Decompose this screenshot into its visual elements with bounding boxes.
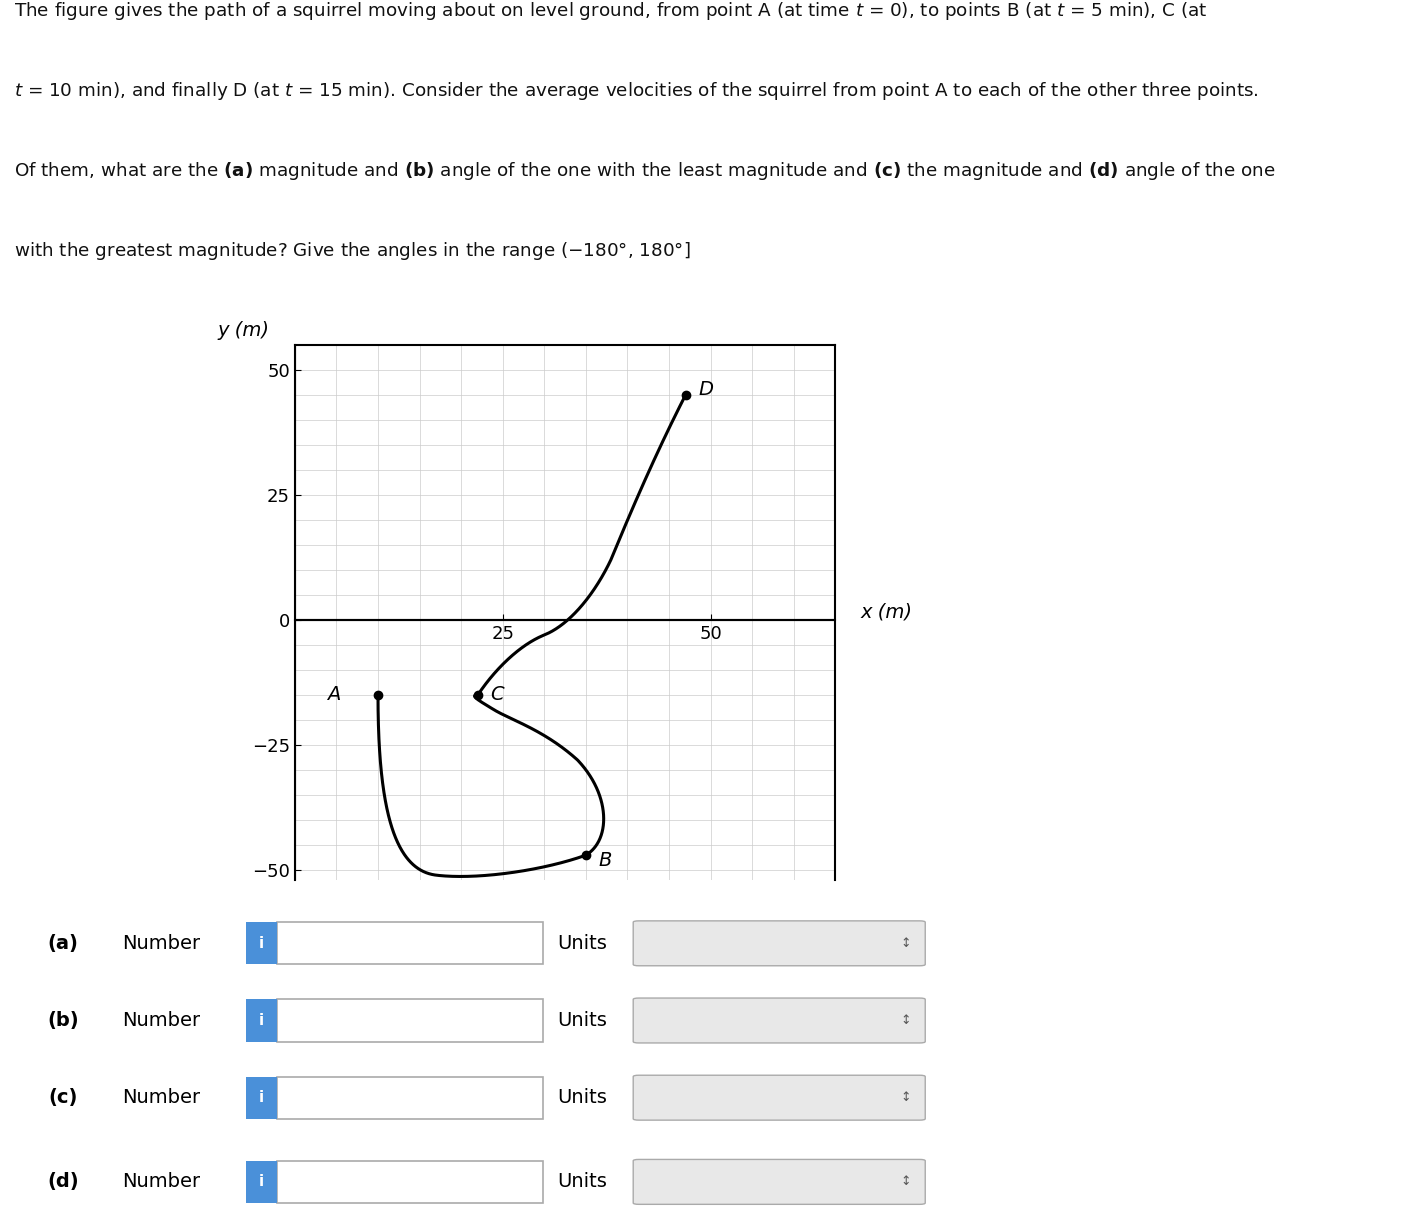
FancyBboxPatch shape bbox=[246, 1161, 277, 1203]
Text: i: i bbox=[258, 1013, 264, 1028]
Text: Number: Number bbox=[122, 1011, 201, 1030]
Text: $t$ = 10 min), and finally D (at $t$ = 15 min). Consider the average velocities : $t$ = 10 min), and finally D (at $t$ = 1… bbox=[14, 80, 1259, 102]
Text: ↕: ↕ bbox=[900, 937, 911, 950]
Text: Units: Units bbox=[557, 934, 608, 953]
Text: (a): (a) bbox=[48, 934, 79, 953]
FancyBboxPatch shape bbox=[633, 998, 925, 1043]
Text: D: D bbox=[698, 380, 713, 399]
Text: Units: Units bbox=[557, 1011, 608, 1030]
Text: i: i bbox=[258, 1091, 264, 1105]
Text: x (m): x (m) bbox=[861, 603, 913, 622]
Text: C: C bbox=[490, 686, 504, 704]
FancyBboxPatch shape bbox=[633, 1160, 925, 1204]
Text: i: i bbox=[258, 1174, 264, 1189]
Text: i: i bbox=[258, 936, 264, 950]
FancyBboxPatch shape bbox=[277, 1077, 543, 1119]
Text: Number: Number bbox=[122, 1172, 201, 1192]
Text: (b): (b) bbox=[48, 1011, 79, 1030]
Text: Number: Number bbox=[122, 934, 201, 953]
FancyBboxPatch shape bbox=[277, 1161, 543, 1203]
FancyBboxPatch shape bbox=[246, 922, 277, 964]
Text: (d): (d) bbox=[48, 1172, 79, 1192]
Text: with the greatest magnitude? Give the angles in the range ($-$180$\degree$, 180$: with the greatest magnitude? Give the an… bbox=[14, 240, 691, 262]
Text: A: A bbox=[327, 686, 341, 704]
Text: Number: Number bbox=[122, 1088, 201, 1107]
Text: ↕: ↕ bbox=[900, 1091, 911, 1104]
FancyBboxPatch shape bbox=[633, 921, 925, 966]
Text: Units: Units bbox=[557, 1088, 608, 1107]
Text: B: B bbox=[598, 851, 612, 869]
Text: Of them, what are the $\mathbf{(a)}$ magnitude and $\mathbf{(b)}$ angle of the o: Of them, what are the $\mathbf{(a)}$ mag… bbox=[14, 160, 1276, 182]
Text: ↕: ↕ bbox=[900, 1176, 911, 1188]
Text: The figure gives the path of a squirrel moving about on level ground, from point: The figure gives the path of a squirrel … bbox=[14, 0, 1207, 22]
Text: Units: Units bbox=[557, 1172, 608, 1192]
FancyBboxPatch shape bbox=[277, 1000, 543, 1041]
FancyBboxPatch shape bbox=[246, 1000, 277, 1041]
Text: ↕: ↕ bbox=[900, 1014, 911, 1027]
Text: (c): (c) bbox=[49, 1088, 77, 1107]
FancyBboxPatch shape bbox=[633, 1075, 925, 1120]
FancyBboxPatch shape bbox=[277, 922, 543, 964]
Text: y (m): y (m) bbox=[218, 320, 270, 340]
FancyBboxPatch shape bbox=[246, 1077, 277, 1119]
